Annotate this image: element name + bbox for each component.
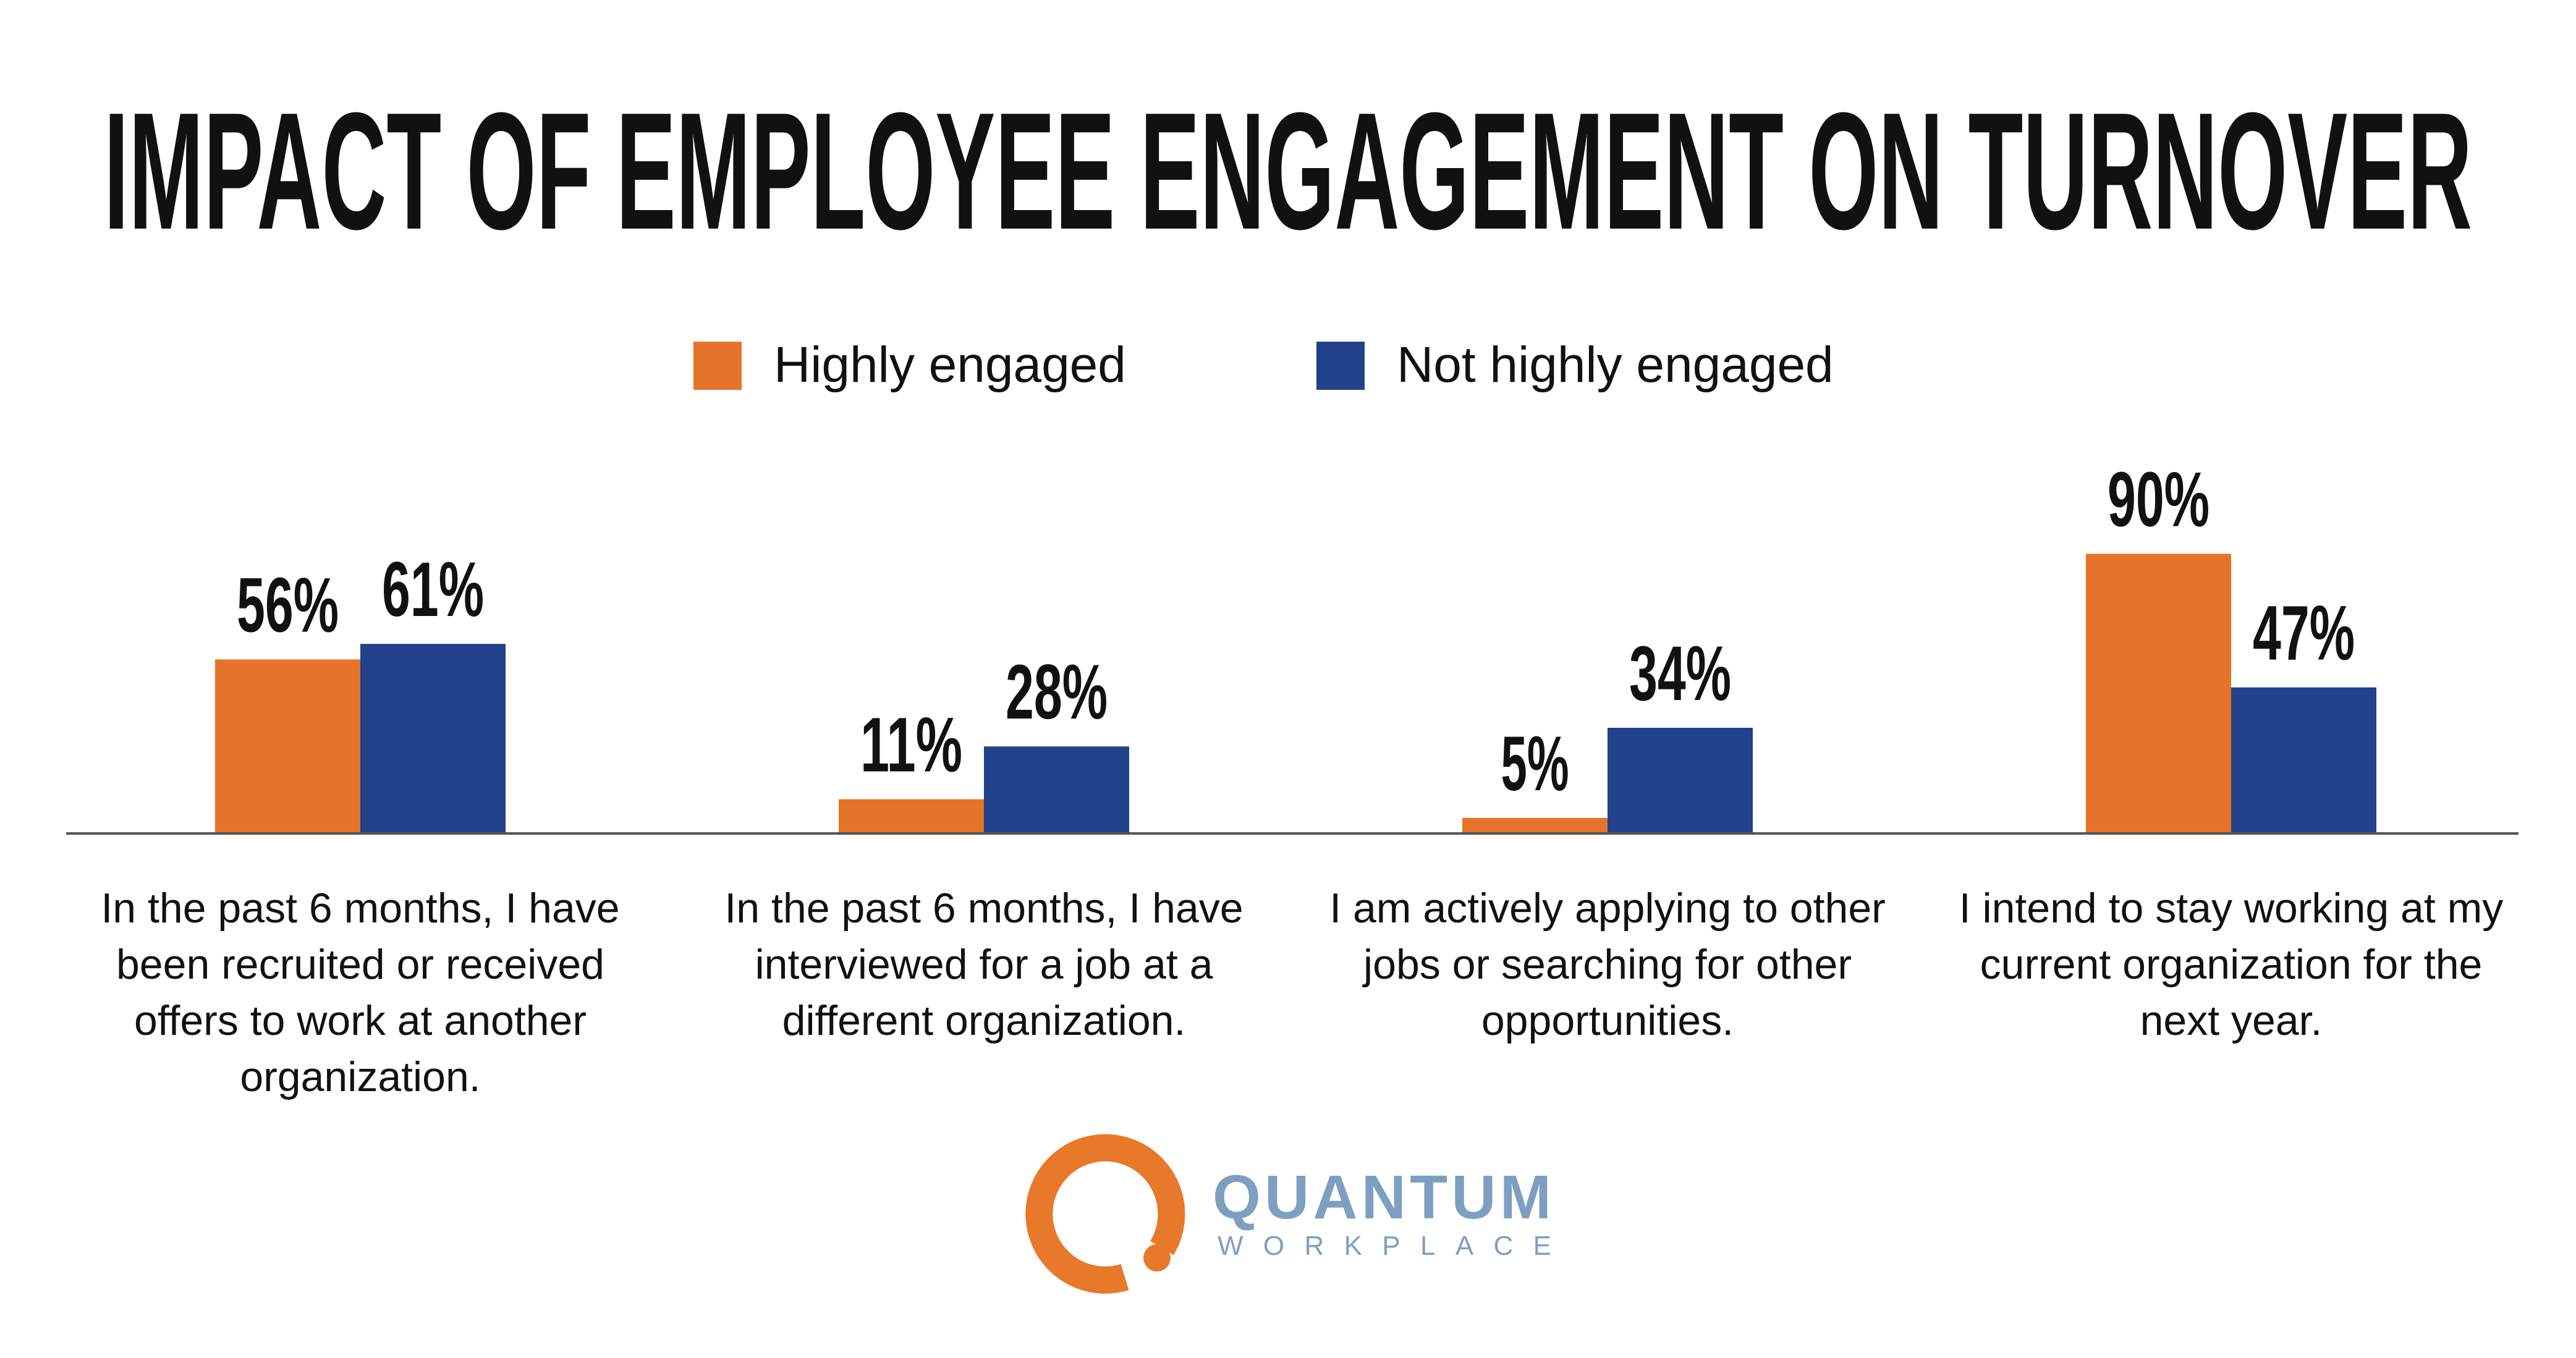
bar bbox=[2231, 687, 2376, 833]
value-label: 47% bbox=[2253, 591, 2355, 677]
value-label: 61% bbox=[382, 547, 484, 633]
legend-swatch bbox=[693, 342, 742, 390]
bar bbox=[984, 746, 1129, 833]
value-label: 34% bbox=[1629, 631, 1731, 717]
bar bbox=[360, 644, 506, 833]
bar bbox=[1462, 817, 1608, 833]
bar bbox=[1608, 727, 1753, 833]
value-label: 5% bbox=[1501, 721, 1569, 807]
bar bbox=[215, 659, 360, 833]
value-label: 56% bbox=[237, 562, 339, 648]
category-label: In the past 6 months, I have been recrui… bbox=[101, 885, 620, 1100]
category-label: In the past 6 months, I have interviewed… bbox=[724, 885, 1244, 1044]
category-label: I intend to stay working at my current o… bbox=[1959, 885, 2504, 1044]
value-label: 11% bbox=[860, 702, 962, 788]
value-label: 28% bbox=[1006, 649, 1108, 735]
logo: QUANTUM WORKPLACE bbox=[1025, 1134, 1551, 1294]
legend-swatch bbox=[1316, 342, 1365, 390]
category-label: I am actively applying to other jobs or … bbox=[1329, 885, 1886, 1044]
bar bbox=[839, 799, 984, 833]
bar bbox=[2086, 554, 2231, 833]
chart-title: IMPACT OF EMPLOYEE ENGAGEMENT ON TURNOVE… bbox=[104, 78, 2472, 264]
legend-label: Not highly engaged bbox=[1397, 337, 1834, 393]
logo-ring bbox=[1025, 1134, 1185, 1294]
value-label: 90% bbox=[2108, 457, 2210, 542]
logo-tagline: WORKPLACE bbox=[1218, 1231, 1551, 1261]
legend-label: Highly engaged bbox=[774, 337, 1126, 393]
logo-dot bbox=[1143, 1244, 1171, 1272]
logo-name: QUANTUM bbox=[1213, 1163, 1551, 1232]
